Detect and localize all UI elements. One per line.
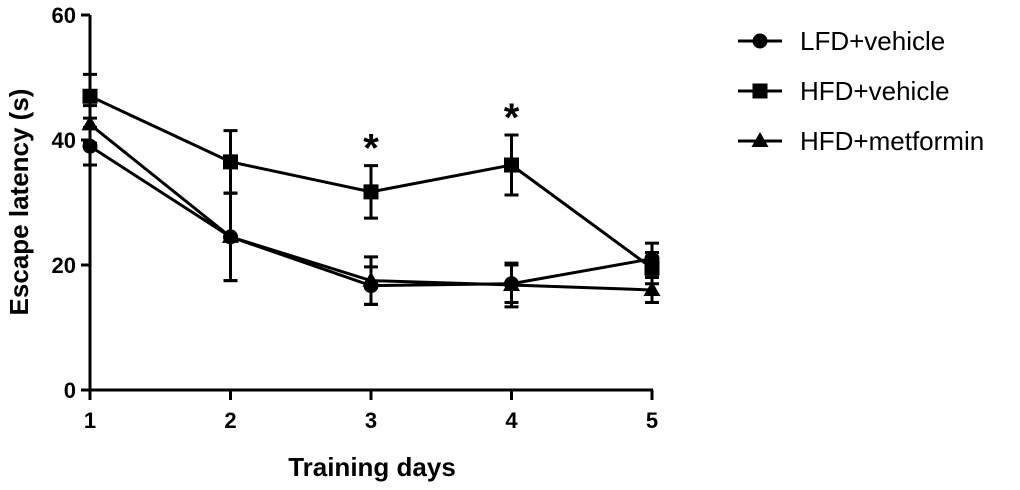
x-ticks: 1 2 3 4 5 [84,390,658,433]
x-tick-label: 4 [505,408,518,433]
series-layer [81,72,661,309]
y-tick-label: 60 [52,3,76,28]
legend-label: HFD+vehicle [800,76,950,106]
data-point [81,115,99,131]
x-tick-label: 1 [84,408,96,433]
legend-label: HFD+metformin [800,126,984,156]
legend-marker [752,33,768,49]
error-bars-hfd-vehicle [83,72,659,286]
x-tick-label: 5 [646,408,658,433]
y-tick-label: 0 [64,378,76,403]
data-point [362,271,380,287]
legend-marker [752,83,768,99]
x-axis-title: Training days [288,452,456,482]
legend-item-lfd-vehicle: LFD+vehicle [738,26,945,56]
legend: LFD+vehicle HFD+vehicle HFD+metformin [738,26,984,156]
series-hfd-metformin [81,115,661,296]
y-tick-label: 20 [52,253,76,278]
data-point [223,154,238,170]
data-point [363,184,379,200]
data-point [222,227,239,243]
significance-star: * [504,96,520,140]
legend-item-hfd-metformin: HFD+metformin [738,126,984,156]
data-point [504,157,519,173]
data-point [82,138,98,154]
data-point [82,88,98,104]
annotations: ** [363,96,520,171]
data-point [644,260,660,276]
data-point [503,276,520,291]
data-point [643,281,661,296]
x-tick-label: 2 [224,408,236,433]
y-axis-title: Escape latency (s) [4,89,34,316]
significance-star: * [363,127,379,171]
legend-label: LFD+vehicle [800,26,945,56]
series-hfd-vehicle [82,88,660,276]
y-ticks: 0 20 40 60 [52,3,90,403]
legend-item-hfd-vehicle: HFD+vehicle [738,76,950,106]
y-tick-label: 40 [52,128,76,153]
legend-marker [751,132,769,147]
x-tick-label: 3 [365,408,377,433]
